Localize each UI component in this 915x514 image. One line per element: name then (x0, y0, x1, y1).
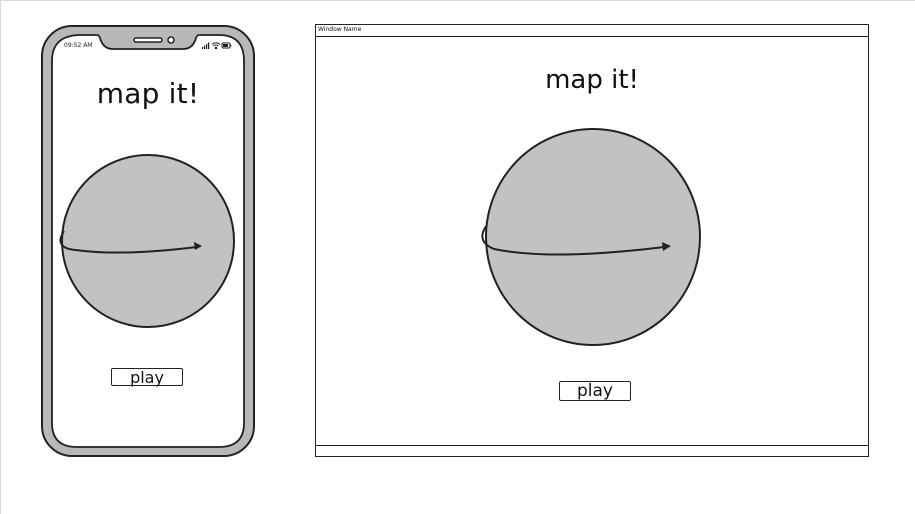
globe-circle (485, 128, 701, 346)
window-titlebar: Window Name (316, 25, 868, 37)
window-play-button[interactable]: play (559, 381, 631, 401)
window-name: Window Name (318, 26, 362, 33)
globe-circle (61, 154, 235, 328)
window-globe-graphic (481, 128, 701, 346)
window-footer (316, 445, 868, 456)
signal-icon (202, 42, 210, 49)
status-icons (202, 42, 232, 50)
phone-play-button[interactable]: play (111, 368, 183, 386)
window-app-title: map it! (545, 65, 639, 95)
orbit-arrow (59, 230, 198, 254)
phone-mockup: 09:52 AM map it! (41, 25, 255, 457)
speaker-icon (133, 37, 163, 43)
arrow-icon (662, 242, 671, 251)
phone-globe-graphic (59, 154, 235, 328)
status-time: 09:52 AM (64, 42, 93, 49)
battery-icon (221, 42, 232, 49)
orbit-arrow (481, 224, 665, 256)
phone-app-title: map it! (96, 77, 200, 110)
desktop-window: Window Name map it! play (315, 24, 869, 457)
camera-icon (167, 36, 175, 44)
wifi-icon (211, 42, 221, 50)
arrow-icon (194, 242, 202, 250)
